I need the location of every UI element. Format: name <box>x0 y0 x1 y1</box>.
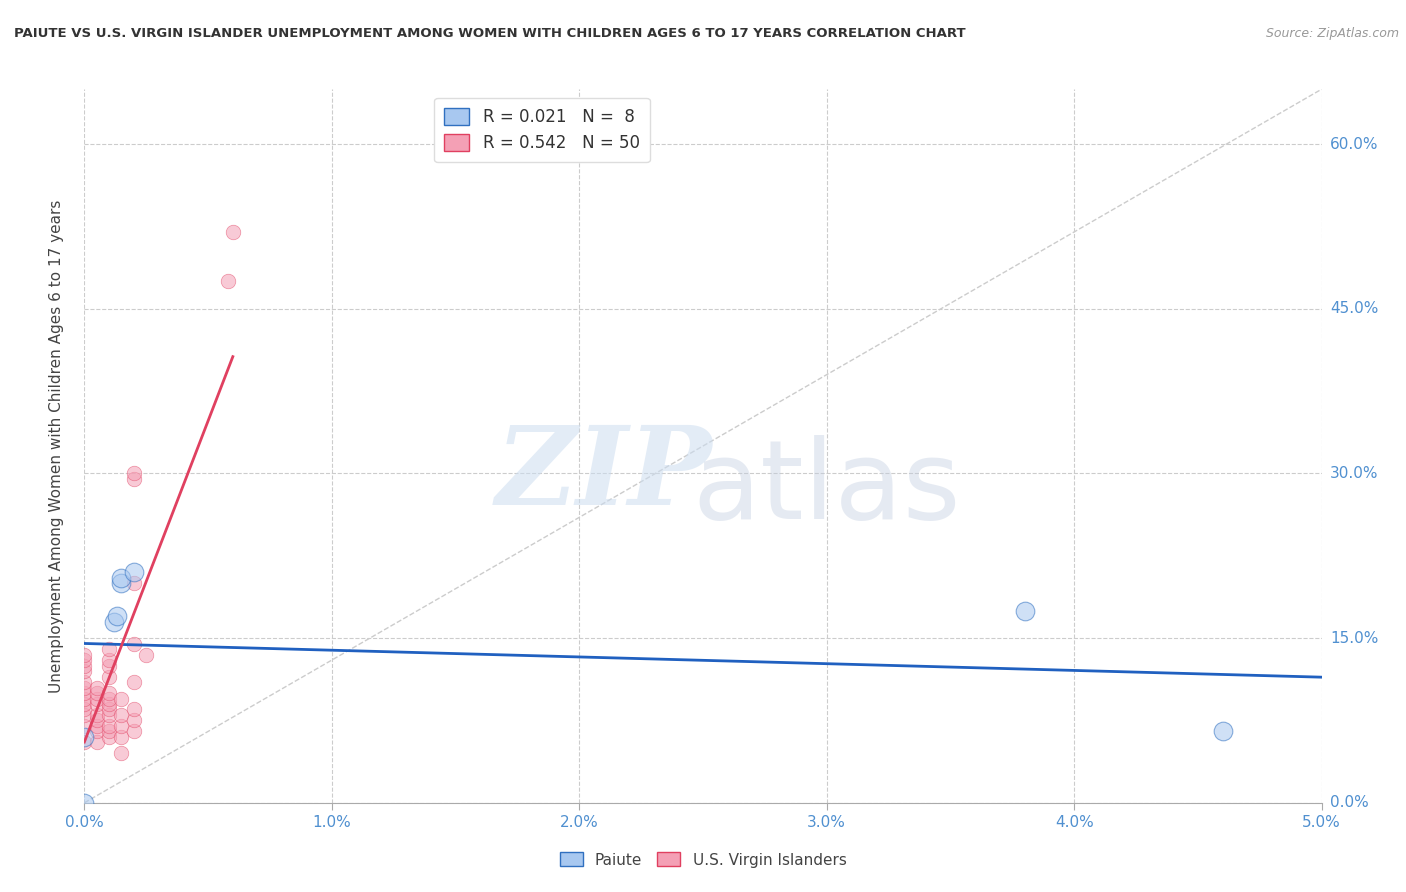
Legend: Paiute, U.S. Virgin Islanders: Paiute, U.S. Virgin Islanders <box>554 847 852 873</box>
Point <box>122 467 145 481</box>
Point <box>122 675 145 690</box>
Point <box>86 724 108 739</box>
Y-axis label: Unemployment Among Women with Children Ages 6 to 17 years: Unemployment Among Women with Children A… <box>49 199 63 693</box>
Text: ZIP: ZIP <box>496 421 713 528</box>
Point <box>1212 724 1234 739</box>
Text: Source: ZipAtlas.com: Source: ZipAtlas.com <box>1265 27 1399 40</box>
Point <box>98 642 121 657</box>
Point <box>98 730 121 744</box>
Point <box>103 615 125 629</box>
Point <box>73 658 96 673</box>
Point <box>98 724 121 739</box>
Point <box>73 664 96 678</box>
Point <box>110 708 132 723</box>
Point <box>122 637 145 651</box>
Point <box>122 576 145 591</box>
Point <box>105 609 128 624</box>
Point <box>98 691 121 706</box>
Point <box>86 691 108 706</box>
Point <box>135 648 157 662</box>
Point <box>73 730 96 744</box>
Point <box>86 719 108 733</box>
Point <box>73 648 96 662</box>
Point <box>110 571 132 585</box>
Text: atlas: atlas <box>693 435 960 542</box>
Point <box>86 686 108 700</box>
Point <box>217 274 239 288</box>
Point <box>98 702 121 716</box>
Point <box>110 719 132 733</box>
Point <box>98 708 121 723</box>
Point <box>73 702 96 716</box>
Point <box>73 691 96 706</box>
Point <box>1014 604 1036 618</box>
Point <box>73 653 96 667</box>
Text: PAIUTE VS U.S. VIRGIN ISLANDER UNEMPLOYMENT AMONG WOMEN WITH CHILDREN AGES 6 TO : PAIUTE VS U.S. VIRGIN ISLANDER UNEMPLOYM… <box>14 27 966 40</box>
Point <box>122 472 145 486</box>
Point <box>222 225 245 239</box>
Point <box>86 714 108 728</box>
Point <box>86 735 108 749</box>
Point <box>73 735 96 749</box>
Text: 60.0%: 60.0% <box>1330 136 1378 152</box>
Point <box>110 576 132 591</box>
Point <box>98 697 121 711</box>
Point <box>98 653 121 667</box>
Point <box>86 681 108 695</box>
Point <box>98 686 121 700</box>
Point <box>73 681 96 695</box>
Point <box>122 714 145 728</box>
Point <box>73 708 96 723</box>
Point <box>86 697 108 711</box>
Text: 30.0%: 30.0% <box>1330 466 1378 481</box>
Point <box>110 691 132 706</box>
Point <box>73 675 96 690</box>
Point <box>110 730 132 744</box>
Point <box>122 566 145 580</box>
Point <box>98 669 121 683</box>
Text: 45.0%: 45.0% <box>1330 301 1378 317</box>
Point <box>98 658 121 673</box>
Point <box>73 796 96 810</box>
Text: 0.0%: 0.0% <box>1330 796 1368 810</box>
Point <box>122 702 145 716</box>
Point <box>73 719 96 733</box>
Point <box>86 708 108 723</box>
Point <box>122 724 145 739</box>
Point <box>73 686 96 700</box>
Point <box>73 697 96 711</box>
Text: 15.0%: 15.0% <box>1330 631 1378 646</box>
Point <box>98 719 121 733</box>
Point <box>110 747 132 761</box>
